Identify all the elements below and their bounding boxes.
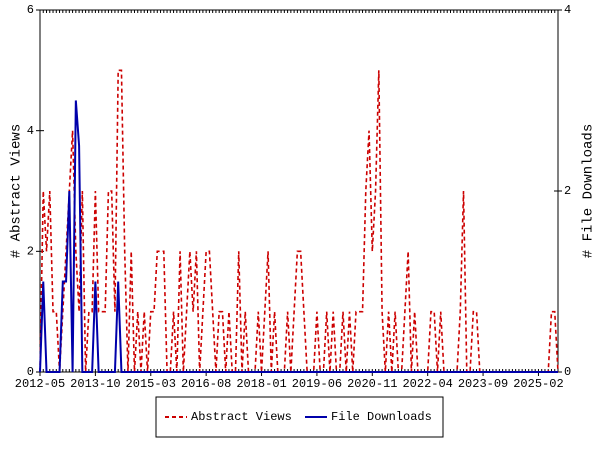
legend-label: Abstract Views xyxy=(191,410,292,424)
y2-axis-title: # File Downloads xyxy=(581,124,597,258)
x-tick-label: 2013-10 xyxy=(70,377,120,391)
y-tick-label: 0 xyxy=(27,365,34,379)
y2-tick-label: 0 xyxy=(564,365,571,379)
y-tick-label: 4 xyxy=(27,124,34,138)
x-tick-label: 2022-04 xyxy=(402,377,452,391)
x-tick-label: 2015-03 xyxy=(126,377,176,391)
x-tick-label: 2025-02 xyxy=(513,377,563,391)
series-line xyxy=(39,100,558,373)
y2-tick-label: 4 xyxy=(564,3,571,17)
x-tick-label: 2023-09 xyxy=(458,377,508,391)
series-line xyxy=(39,69,559,373)
x-tick-label: 2012-05 xyxy=(15,377,65,391)
y-tick-label: 2 xyxy=(27,245,34,259)
legend-box xyxy=(155,396,444,438)
y-axis-title: # Abstract Views xyxy=(9,124,25,258)
y-tick-label: 6 xyxy=(27,3,34,17)
y2-tick-label: 2 xyxy=(564,184,571,198)
x-tick-label: 2018-01 xyxy=(236,377,286,391)
x-tick-label: 2019-06 xyxy=(292,377,342,391)
x-tick-label: 2016-08 xyxy=(181,377,231,391)
x-tick-label: 2020-11 xyxy=(347,377,397,391)
legend-label: File Downloads xyxy=(331,410,432,424)
